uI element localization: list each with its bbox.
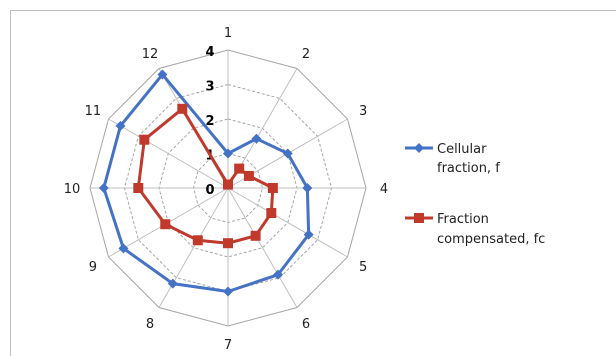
chart-border-top — [10, 10, 616, 11]
point-1-3[interactable] — [243, 170, 254, 181]
spoke-8 — [158, 187, 229, 308]
point-1-10[interactable] — [133, 183, 144, 193]
legend-marker-square-icon — [414, 213, 424, 223]
point-0-4[interactable] — [302, 183, 313, 193]
point-1-5[interactable] — [266, 208, 277, 219]
tick-label-4: 4 — [205, 45, 214, 60]
point-0-3[interactable] — [282, 148, 293, 159]
tick-label-0: 0 — [205, 183, 214, 198]
point-0-8[interactable] — [167, 278, 178, 289]
category-label-8: 8 — [146, 317, 154, 332]
point-0-5[interactable] — [303, 229, 314, 240]
category-label-4: 4 — [380, 182, 388, 197]
tick-label-2: 2 — [205, 114, 214, 129]
category-label-11: 11 — [85, 104, 102, 119]
point-1-12[interactable] — [177, 103, 188, 114]
category-label-5: 5 — [359, 260, 367, 275]
point-0-10[interactable] — [98, 183, 109, 193]
category-label-9: 9 — [89, 260, 97, 275]
point-0-12[interactable] — [157, 69, 168, 80]
point-0-9[interactable] — [118, 243, 129, 254]
spoke-11 — [108, 118, 229, 189]
series-layer — [98, 69, 314, 297]
legend-marker-diamond-icon — [414, 143, 424, 153]
legend-label-fraction-compensated-line1: Fraction — [437, 212, 489, 227]
legend-label-cellular-fraction-line1: Cellular — [437, 142, 487, 157]
legend-entry-fraction-compensated[interactable]: Fraction compensated, fc — [405, 212, 545, 247]
tick-label-3: 3 — [205, 80, 214, 95]
chart-border-left — [10, 10, 11, 356]
point-1-11[interactable] — [139, 134, 150, 145]
point-1-8[interactable] — [192, 235, 203, 246]
category-label-6: 6 — [302, 317, 310, 332]
category-label-3: 3 — [359, 104, 367, 119]
legend: Cellular fraction, f Fraction compensate… — [405, 142, 545, 247]
point-1-6[interactable] — [250, 230, 261, 241]
point-1-4[interactable] — [267, 183, 278, 193]
point-0-7[interactable] — [223, 286, 233, 297]
point-0-6[interactable] — [273, 269, 284, 280]
series-0 — [98, 69, 314, 297]
point-1-2[interactable] — [234, 163, 245, 174]
point-0-2[interactable] — [251, 133, 262, 144]
category-label-7: 7 — [224, 338, 232, 353]
spoke-5 — [227, 187, 348, 258]
point-1-9[interactable] — [160, 219, 171, 230]
category-label-2: 2 — [302, 47, 310, 62]
point-1-1[interactable] — [223, 179, 233, 190]
category-label-12: 12 — [142, 47, 159, 62]
legend-label-cellular-fraction-line2: fraction, f — [437, 161, 500, 176]
legend-label-fraction-compensated-line2: compensated, fc — [437, 232, 545, 247]
category-label-1: 1 — [224, 26, 232, 41]
series-1 — [133, 103, 278, 249]
point-1-7[interactable] — [223, 238, 233, 249]
point-0-11[interactable] — [115, 120, 126, 131]
spoke-6 — [227, 187, 298, 308]
category-label-10: 10 — [64, 182, 81, 197]
point-0-1[interactable] — [223, 148, 233, 159]
legend-entry-cellular-fraction[interactable]: Cellular fraction, f — [405, 142, 500, 176]
